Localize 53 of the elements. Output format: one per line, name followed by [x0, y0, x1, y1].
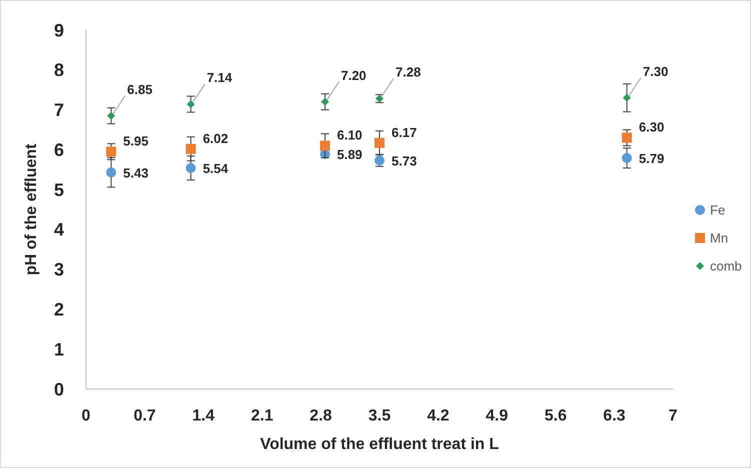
point: [374, 138, 384, 148]
point: [320, 140, 330, 151]
data-label: 7.30: [642, 64, 668, 79]
x-tick-label: 1.4: [192, 408, 215, 425]
data-label: 5.54: [202, 161, 229, 176]
x-tick-label: 3.5: [368, 408, 391, 425]
point: [320, 98, 329, 106]
data-label: 7.20: [340, 68, 366, 83]
x-tick-label: 0.7: [134, 408, 156, 425]
x-tick-label: 0: [82, 408, 91, 425]
x-tick-label: 7: [668, 408, 678, 425]
y-tick-label: 2: [54, 300, 64, 320]
y-tick-label: 7: [54, 100, 64, 120]
y-tick-label: 9: [54, 20, 64, 40]
x-tick-label: 4.2: [427, 408, 450, 425]
x-tick-label: 5.6: [544, 408, 567, 425]
legend-label: Fe: [710, 202, 726, 218]
point: [622, 153, 632, 164]
point: [106, 146, 116, 157]
x-axis-title: Volume of the effluent treat in L: [260, 436, 500, 453]
point: [106, 167, 116, 178]
data-label: 6.17: [392, 124, 417, 140]
y-tick-label: 6: [54, 140, 64, 160]
data-label: 7.14: [206, 70, 233, 86]
point: [622, 132, 632, 143]
data-label: 6.85: [127, 82, 152, 97]
data-label: 5.79: [638, 151, 664, 166]
data-label: 5.89: [336, 147, 362, 162]
legend-label: comb: [710, 258, 742, 274]
data-label: 6.02: [202, 130, 228, 146]
x-tick-label: 2.1: [250, 408, 274, 425]
point: [186, 163, 196, 174]
y-tick-label: 8: [54, 60, 64, 80]
data-label: 7.28: [396, 64, 421, 80]
x-tick-label: 4.9: [486, 408, 508, 425]
point: [186, 144, 196, 154]
point: [622, 94, 631, 102]
y-tick-label: 5: [54, 180, 64, 200]
data-label: 5.73: [392, 153, 417, 168]
data-label: 6.30: [638, 120, 664, 135]
data-label: 6.10: [336, 128, 362, 143]
point: [186, 100, 195, 108]
point: [107, 112, 116, 120]
y-tick-label: 1: [54, 339, 64, 360]
legend-label: Mn: [710, 230, 728, 246]
data-label: 5.95: [123, 134, 148, 149]
x-tick-label: 2.8: [310, 408, 332, 425]
y-tick-label: 0: [54, 379, 64, 400]
data-label: 5.43: [123, 165, 148, 180]
y-tick-label: 4: [54, 220, 64, 240]
x-tick-label: 6.3: [603, 408, 626, 425]
y-axis-title: pH of the effluent: [23, 143, 40, 276]
y-tick-label: 3: [54, 260, 64, 280]
